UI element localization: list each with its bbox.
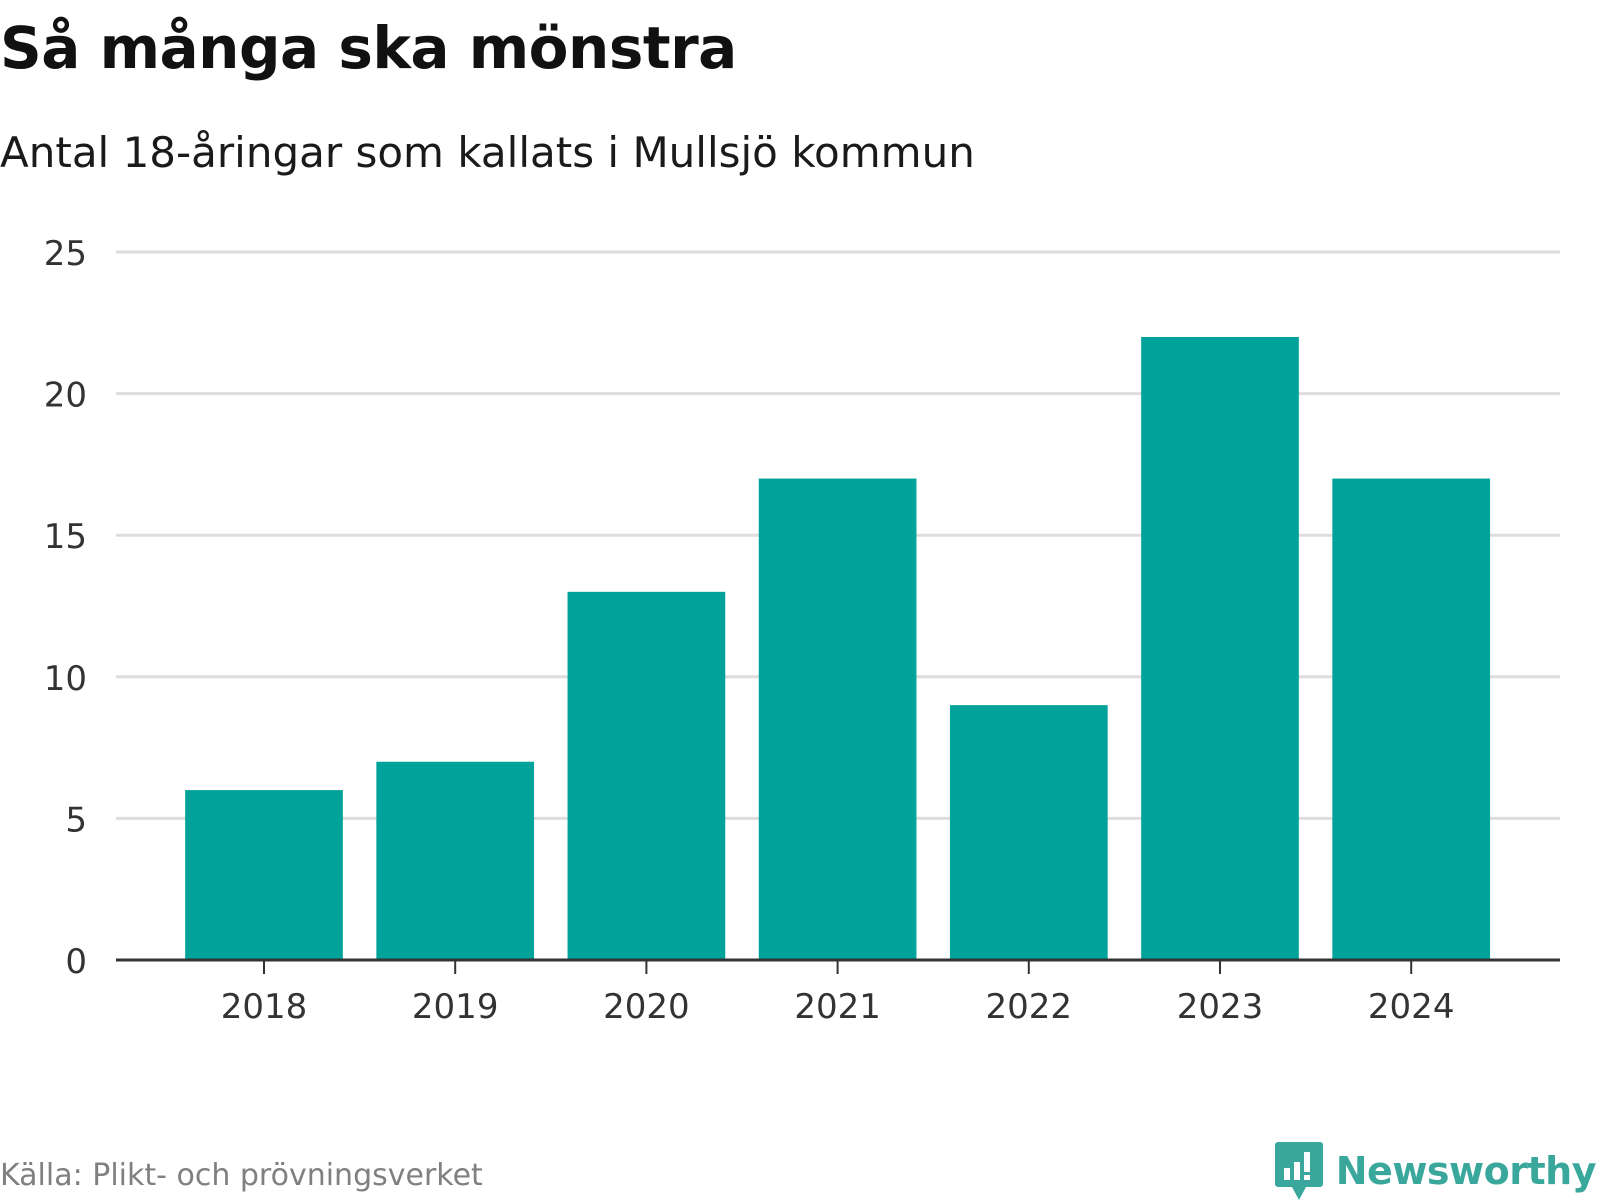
x-tick-label-2023: 2023	[1177, 987, 1264, 1027]
y-tick-label-0: 0	[65, 942, 87, 982]
x-axis-ticks: 2018 2019 2020 2021 2022 2023 2024	[221, 960, 1455, 1027]
newsworthy-logo-icon	[1274, 1142, 1323, 1200]
bar-2020	[567, 591, 726, 960]
y-tick-label-15: 15	[44, 517, 87, 557]
bars	[185, 336, 1491, 961]
x-tick-label-2021: 2021	[794, 987, 881, 1027]
x-tick-label-2019: 2019	[412, 987, 499, 1027]
y-tick-label-25: 25	[44, 234, 87, 274]
chart-title: Så många ska mönstra	[0, 14, 737, 82]
bar-2018	[185, 790, 343, 960]
bar-chart-svg: 0 5 10 15 20 25 2018 2019 2020 2021 2022 2023 2024	[44, 234, 1560, 1027]
chart-subtitle: Antal 18-åringar som kallats i Mullsjö k…	[0, 128, 975, 177]
x-tick-label-2020: 2020	[603, 987, 690, 1027]
x-tick-label-2018: 2018	[221, 987, 308, 1027]
y-tick-label-5: 5	[65, 800, 87, 840]
x-tick-label-2024: 2024	[1368, 987, 1455, 1027]
x-tick-label-2022: 2022	[986, 987, 1073, 1027]
bar-2022	[949, 705, 1108, 960]
brand-logo: Newsworthy	[1274, 1140, 1597, 1202]
bar-2024	[1332, 478, 1491, 960]
bar-2023	[1141, 336, 1299, 961]
bar-2019	[376, 761, 535, 960]
bar-2021	[758, 478, 917, 960]
bar-chart: 0 5 10 15 20 25 2018 2019 2020 2021 2022 2023 2024	[0, 220, 1600, 1040]
source-note: Källa: Plikt- och prövningsverket	[0, 1158, 483, 1193]
brand-name: Newsworthy	[1335, 1149, 1597, 1193]
y-axis-ticks: 0 5 10 15 20 25	[44, 234, 87, 982]
y-tick-label-10: 10	[44, 659, 87, 699]
y-tick-label-20: 20	[44, 376, 87, 416]
